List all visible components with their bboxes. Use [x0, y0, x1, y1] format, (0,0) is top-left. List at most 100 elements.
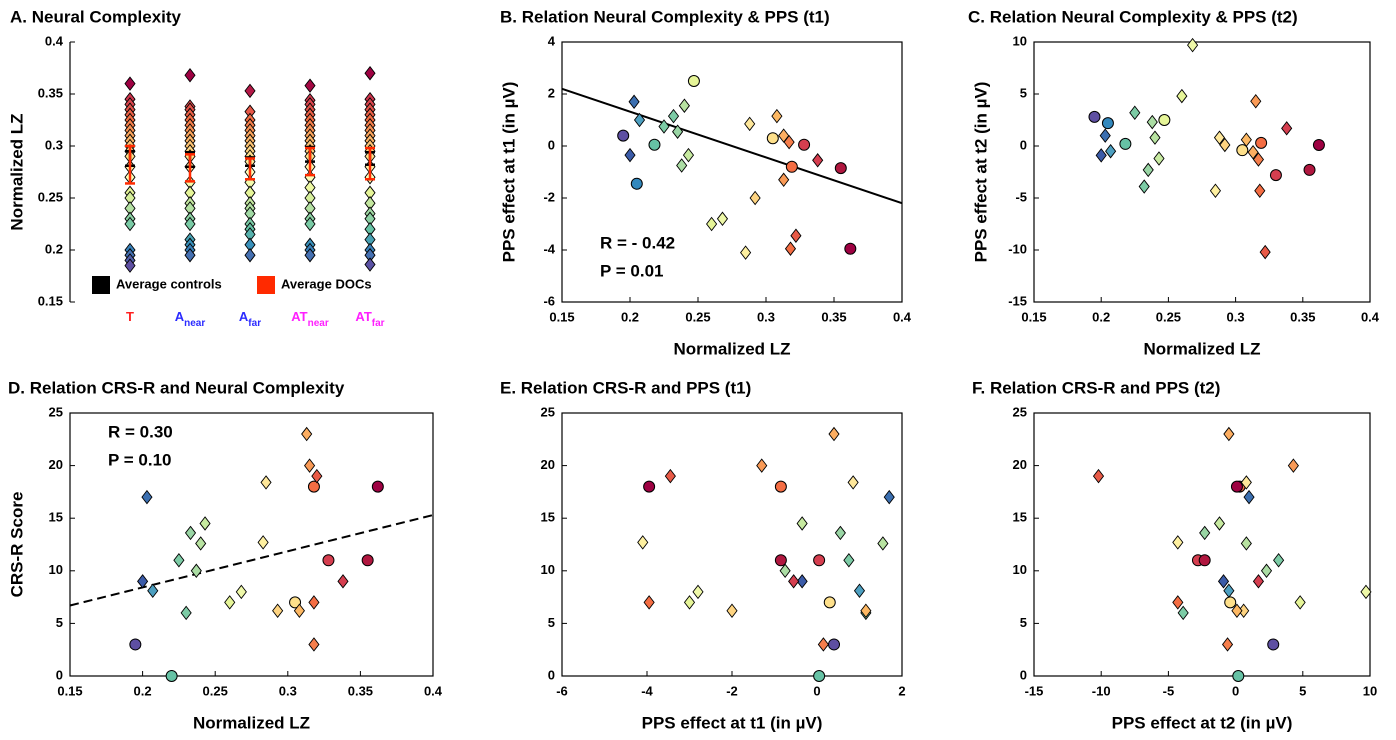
data-point [633, 112, 646, 128]
x-tick-label: 0.35 [821, 309, 846, 324]
data-point [1240, 536, 1252, 551]
data-point [823, 596, 836, 609]
y-tick-label: 5 [56, 615, 63, 630]
data-point [371, 480, 384, 493]
data-point [1230, 480, 1243, 493]
data-point [272, 603, 284, 619]
error-bar [245, 157, 255, 181]
x-tick-label: 0.15 [1021, 309, 1046, 324]
data-point [1224, 596, 1237, 609]
data-point [1240, 475, 1252, 490]
y-tick-label: -2 [543, 189, 555, 204]
data-point [337, 574, 349, 589]
data-point [364, 257, 376, 272]
y-tick-label: 5 [1020, 85, 1027, 100]
y-tick-label: 0 [1020, 137, 1027, 152]
error-bar [305, 146, 315, 177]
y-tick-label: 2 [548, 85, 555, 100]
x-tick-label: 0.15 [57, 683, 82, 698]
error-bar [125, 144, 135, 185]
legend-swatch [92, 276, 110, 294]
data-point [630, 177, 643, 190]
data-point [147, 583, 159, 599]
data-point [1255, 136, 1268, 149]
data-point [1153, 151, 1165, 166]
data-point [643, 480, 656, 493]
x-tick-label: ATfar [355, 309, 384, 328]
data-point [301, 426, 313, 442]
axes-box [561, 41, 903, 303]
data-point [648, 138, 661, 151]
data-point [293, 603, 305, 619]
data-point [1360, 584, 1372, 600]
error-bar [365, 146, 375, 181]
data-point [1146, 114, 1158, 130]
data-point [1223, 426, 1235, 442]
x-tick-label: 0.4 [424, 683, 443, 698]
data-point [1259, 244, 1271, 260]
data-point [195, 536, 207, 551]
x-tick-label: -5 [1163, 683, 1175, 698]
data-point [184, 525, 197, 541]
y-tick-label: 25 [1013, 404, 1027, 419]
x-tick-label: Anear [175, 309, 206, 328]
data-point [1213, 516, 1226, 531]
data-point [1158, 114, 1171, 126]
y-axis-label: PPS effect at t1 (in µV) [499, 82, 518, 263]
annotation: R = - 0.42 [600, 233, 675, 252]
data-point [1138, 179, 1150, 194]
data-point [740, 245, 752, 260]
data-point [1187, 37, 1199, 53]
data-point [244, 83, 256, 99]
data-point [1177, 605, 1189, 621]
data-point [1303, 163, 1316, 176]
y-tick-label: 0.4 [45, 33, 64, 48]
data-point [774, 480, 787, 493]
data-point [783, 134, 795, 150]
data-point [672, 124, 684, 139]
x-tick-label: 0.15 [549, 309, 574, 324]
data-point [637, 535, 649, 550]
y-tick-label: -6 [543, 293, 555, 308]
y-tick-label: 10 [541, 562, 555, 577]
data-point [311, 468, 323, 484]
data-point [1088, 110, 1101, 123]
x-tick-label: ATnear [291, 309, 329, 328]
y-axis-label: PPS effect at t2 (in µV) [971, 82, 990, 263]
y-tick-label: -4 [543, 241, 555, 256]
data-point [1267, 638, 1280, 651]
x-tick-label: 2 [898, 683, 905, 698]
data-point [817, 637, 829, 652]
data-point [1223, 583, 1235, 599]
data-point [361, 554, 374, 567]
data-point [877, 536, 889, 551]
data-point [308, 595, 320, 610]
data-point [834, 162, 847, 175]
data-point [304, 247, 316, 263]
data-point [141, 489, 153, 505]
annotation: R = 0.30 [108, 422, 173, 441]
data-point [853, 583, 866, 599]
data-point [184, 68, 196, 83]
data-point [184, 247, 196, 263]
data-point [828, 638, 840, 651]
panel-title: E. Relation CRS-R and PPS (t1) [500, 378, 751, 397]
x-axis-label: Normalized LZ [673, 339, 790, 358]
data-point [1250, 94, 1262, 109]
data-point [1240, 132, 1252, 147]
category-name: AT [355, 309, 371, 324]
x-tick-label: 0.2 [134, 683, 152, 698]
data-point [785, 160, 798, 173]
category-subscript: near [308, 318, 329, 329]
data-point [304, 458, 316, 473]
x-tick-label: 0.3 [757, 309, 775, 324]
x-tick-label: 0.35 [348, 683, 373, 698]
data-point [190, 563, 202, 579]
data-point [1243, 489, 1255, 505]
category-name: T [126, 309, 134, 324]
data-point [624, 147, 636, 163]
data-point [796, 574, 808, 589]
data-point [706, 216, 718, 232]
data-point [766, 132, 779, 145]
x-axis-label: PPS effect at t1 (in µV) [642, 713, 823, 732]
